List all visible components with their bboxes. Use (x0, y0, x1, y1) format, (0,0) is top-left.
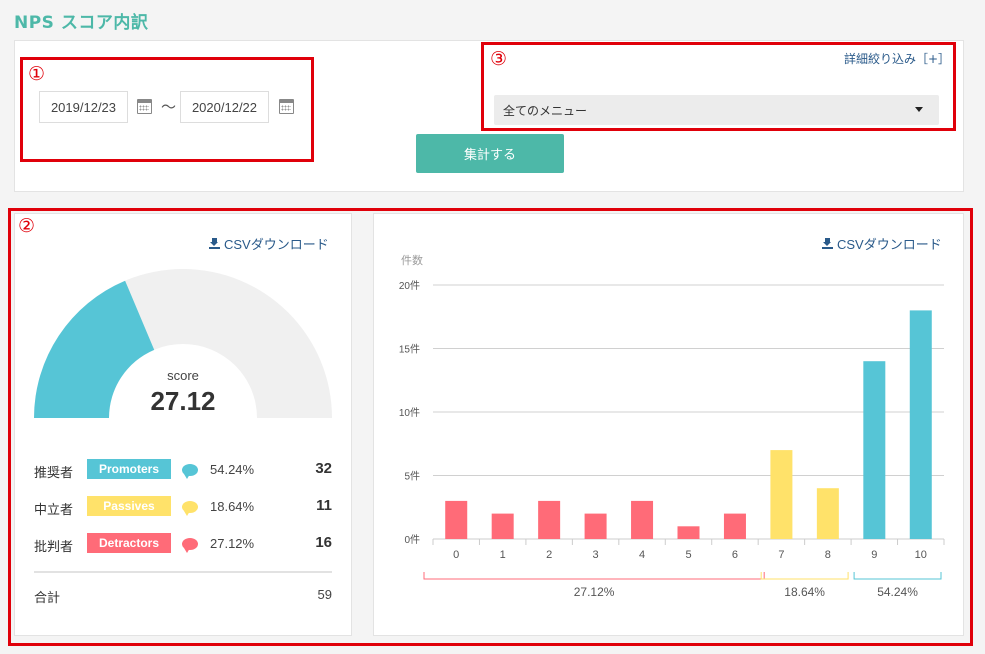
legend-percent: 27.12% (210, 536, 255, 551)
legend-percent: 18.64% (210, 499, 255, 514)
comment-icon[interactable] (182, 464, 198, 479)
legend-row: 推奨者 Promoters 54.24% 32 (34, 459, 332, 481)
legend-label: 推奨者 (34, 466, 74, 481)
x-tick-label: 1 (500, 549, 506, 561)
x-tick-label: 2 (546, 549, 552, 561)
y-tick-label: 15件 (399, 344, 420, 356)
csv-download-link[interactable]: CSVダウンロード (822, 234, 942, 253)
bar (909, 310, 932, 539)
y-tick-label: 20件 (399, 280, 420, 292)
menu-select[interactable]: 全てのメニュー (494, 95, 939, 125)
group-bracket (760, 572, 849, 580)
date-separator: 〜 (161, 98, 177, 116)
page-title: NPS スコア内訳 (14, 13, 149, 33)
legend-row: 批判者 Detractors 27.12% 16 (34, 533, 332, 555)
bar (816, 488, 839, 539)
calendar-icon[interactable] (137, 99, 152, 114)
bar (770, 450, 793, 539)
total-count: 59 (317, 587, 332, 602)
bar (445, 500, 468, 539)
comment-icon[interactable] (182, 538, 198, 553)
csv-download-label: CSVダウンロード (224, 237, 329, 252)
x-tick-label: 9 (871, 549, 877, 561)
x-tick-label: 10 (915, 549, 927, 561)
legend-row: 中立者 Passives 18.64% 11 (34, 496, 332, 518)
x-tick-label: 5 (685, 549, 691, 561)
category-badge: Detractors (87, 533, 171, 553)
x-tick-label: 6 (732, 549, 738, 561)
x-tick-label: 8 (825, 549, 831, 561)
csv-download-label: CSVダウンロード (837, 237, 942, 252)
date-from-input[interactable]: 2019/12/23 (39, 91, 128, 123)
legend-count: 16 (315, 534, 332, 551)
x-tick-label: 3 (593, 549, 599, 561)
x-tick-label: 7 (778, 549, 784, 561)
group-bracket (423, 572, 765, 580)
legend-label: 中立者 (34, 503, 74, 518)
download-icon (822, 238, 833, 249)
y-tick-label: 10件 (399, 407, 420, 419)
csv-download-link[interactable]: CSVダウンロード (209, 234, 329, 253)
annotation-box-1 (20, 57, 314, 162)
detail-filter-link[interactable]: 詳細絞り込み［+］ (844, 52, 951, 66)
category-badge: Promoters (87, 459, 171, 479)
annotation-label-2: ② (18, 215, 36, 237)
x-tick-label: 0 (453, 549, 459, 561)
chevron-down-icon (915, 107, 923, 112)
bar (723, 513, 746, 539)
y-tick-label: 5件 (404, 471, 420, 483)
category-badge: Passives (87, 496, 171, 516)
annotation-label-1: ① (28, 63, 46, 85)
group-percent-label: 54.24% (877, 585, 918, 599)
legend-percent: 54.24% (210, 462, 255, 477)
legend-label: 批判者 (34, 540, 74, 555)
divider (34, 571, 332, 573)
legend-count: 32 (315, 460, 332, 477)
bar (538, 500, 561, 539)
x-tick-label: 4 (639, 549, 645, 561)
y-tick-label: 0件 (404, 534, 420, 546)
y-axis-label: 件数 (401, 254, 423, 267)
bar (631, 500, 654, 539)
annotation-box-2 (8, 208, 973, 646)
bar (584, 513, 607, 539)
bar (677, 526, 700, 539)
calendar-icon[interactable] (279, 99, 294, 114)
aggregate-button[interactable]: 集計する (416, 134, 564, 173)
comment-icon[interactable] (182, 501, 198, 516)
annotation-box-3 (481, 42, 956, 131)
group-percent-label: 18.64% (784, 585, 825, 599)
group-bracket (853, 572, 942, 580)
total-label: 合計 (34, 591, 61, 606)
legend-count: 11 (316, 497, 332, 514)
group-percent-label: 27.12% (574, 585, 615, 599)
date-to-input[interactable]: 2020/12/22 (180, 91, 269, 123)
annotation-label-3: ③ (490, 48, 508, 70)
download-icon (209, 238, 220, 249)
bar (863, 361, 886, 539)
bar (491, 513, 514, 539)
menu-select-value: 全てのメニュー (503, 103, 588, 118)
